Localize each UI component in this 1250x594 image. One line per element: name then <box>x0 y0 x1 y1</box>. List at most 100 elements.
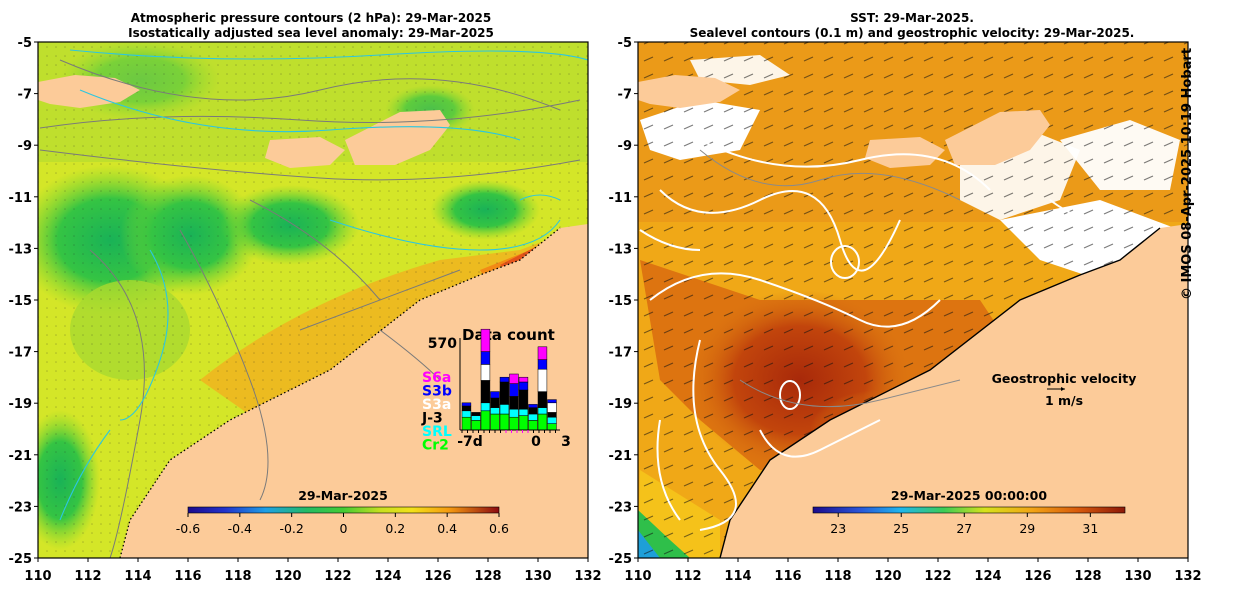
x-tick-label: 112 <box>74 569 101 584</box>
inset-bar-segment <box>528 404 538 408</box>
inset-bar-segment <box>528 413 538 421</box>
x-tick-label: 110 <box>624 569 651 584</box>
inset-bar-segment <box>490 391 500 399</box>
x-tick-label: 114 <box>124 569 151 584</box>
right-map <box>638 42 1188 558</box>
x-tick-label: 128 <box>474 569 501 584</box>
right-title-line1: SST: 29-Mar-2025. <box>850 11 974 25</box>
left-x-axis: 110 112 114 116 118 120 122 124 126 128 130 132 <box>24 558 602 584</box>
colorbar-tick-label: 23 <box>830 521 846 536</box>
x-tick-label: 122 <box>324 569 351 584</box>
colorbar-tick-label: -0.2 <box>279 521 303 536</box>
x-tick-label: 128 <box>1074 569 1101 584</box>
x-tick-label: 118 <box>224 569 251 584</box>
inset-bar-segment <box>499 404 510 415</box>
y-tick-label: -15 <box>9 294 33 309</box>
inset-bar-segment <box>490 407 500 415</box>
y-tick-label: -5 <box>618 36 632 51</box>
inset-bar-segment <box>509 416 519 431</box>
x-tick-label: 130 <box>524 569 551 584</box>
inset-legend-s3a: S3a <box>422 397 451 413</box>
inset-x-label: 3 <box>561 434 571 450</box>
inset-bar-segment <box>461 416 472 431</box>
velocity-scale-label: 1 m/s <box>1045 393 1083 408</box>
x-tick-label: 132 <box>1174 569 1201 584</box>
inset-bar-segment <box>518 389 529 410</box>
inset-bar-segment <box>499 381 510 405</box>
inset-bar-segment <box>537 346 548 360</box>
inset-bar-segment <box>509 383 519 397</box>
x-tick-label: 116 <box>774 569 801 584</box>
y-tick-label: -15 <box>609 294 633 309</box>
y-tick-label: -7 <box>618 88 632 103</box>
y-tick-label: -13 <box>609 242 633 257</box>
inset-bar-segment <box>461 410 472 418</box>
inset-legend-cr2: Cr2 <box>422 438 449 454</box>
left-colorbar-gradient <box>187 506 500 514</box>
right-colorbar-gradient <box>812 506 1126 514</box>
inset-x-label: 0 <box>531 434 541 450</box>
colorbar-tick-label: -0.4 <box>228 521 252 536</box>
inset-bar-segment <box>537 368 548 392</box>
x-tick-label: 120 <box>274 569 301 584</box>
left-colorbar-date: 29-Mar-2025 <box>298 488 388 503</box>
inset-bar-segment <box>509 408 519 418</box>
inset-bar-segment <box>537 359 548 370</box>
right-x-axis: 110 112 114 116 118 120 122 124 126 128 130 132 <box>624 558 1202 584</box>
inset-legend-s3b: S3b <box>422 384 452 400</box>
y-tick-label: -11 <box>9 191 33 206</box>
inset-legend-srl: SRL <box>422 424 452 440</box>
x-tick-label: 112 <box>674 569 701 584</box>
inset-bar-segment <box>480 328 491 352</box>
inset-x-label: -7d <box>457 434 483 450</box>
colorbar-tick-label: 0.4 <box>437 521 457 536</box>
colorbar-tick-label: 0.2 <box>385 521 405 536</box>
inset-bar-segment <box>461 402 472 407</box>
y-tick-label: -11 <box>609 191 633 206</box>
inset-bar-segment <box>547 416 557 424</box>
inset-bar-segment <box>528 407 538 415</box>
y-tick-label: -19 <box>9 397 33 412</box>
x-tick-label: 122 <box>924 569 951 584</box>
x-tick-label: 130 <box>1124 569 1151 584</box>
x-tick-label: 124 <box>374 569 401 584</box>
inset-bar-segment <box>480 402 491 412</box>
right-colorbar-date: 29-Mar-2025 00:00:00 <box>891 488 1047 503</box>
x-tick-label: 132 <box>574 569 601 584</box>
colorbar-tick-label: -0.6 <box>176 521 200 536</box>
inset-bar-segment <box>480 364 491 381</box>
left-map <box>38 42 588 558</box>
left-title-line1: Atmospheric pressure contours (2 hPa): 2… <box>131 11 491 25</box>
y-tick-label: -21 <box>609 449 633 464</box>
inset-bar-segment <box>537 391 548 408</box>
inset-legend-j-3: J-3 <box>421 411 443 427</box>
inset-legend-s6a: S6a <box>422 370 451 386</box>
x-tick-label: 126 <box>424 569 451 584</box>
velocity-label: Geostrophic velocity <box>992 371 1137 386</box>
y-tick-label: -5 <box>18 36 32 51</box>
inset-bar-segment <box>461 405 472 412</box>
inset-bars <box>461 328 557 431</box>
inset-bar-segment <box>547 412 557 418</box>
right-y-axis: -5 -7 -9 -11 -13 -15 -17 -19 -21 -23 -25 <box>609 36 638 567</box>
inset-bar-segment <box>499 413 510 431</box>
x-tick-label: 116 <box>174 569 201 584</box>
x-tick-label: 126 <box>1024 569 1051 584</box>
inset-bar-segment <box>480 410 491 431</box>
colorbar-tick-label: 0 <box>340 521 348 536</box>
inset-bar-segment <box>537 413 548 431</box>
inset-bar-segment <box>518 408 529 416</box>
x-tick-label: 124 <box>974 569 1001 584</box>
inset-bar-segment <box>518 415 529 431</box>
x-tick-label: 114 <box>724 569 751 584</box>
inset-bar-segment <box>547 423 557 431</box>
inset-bar-segment <box>547 402 557 413</box>
inset-bar-segment <box>499 376 510 383</box>
x-tick-label: 118 <box>824 569 851 584</box>
colorbar-tick-label: 27 <box>956 521 972 536</box>
y-tick-label: -19 <box>609 397 633 412</box>
inset-bar-segment <box>480 351 491 365</box>
inset-bar-segment <box>518 376 529 383</box>
